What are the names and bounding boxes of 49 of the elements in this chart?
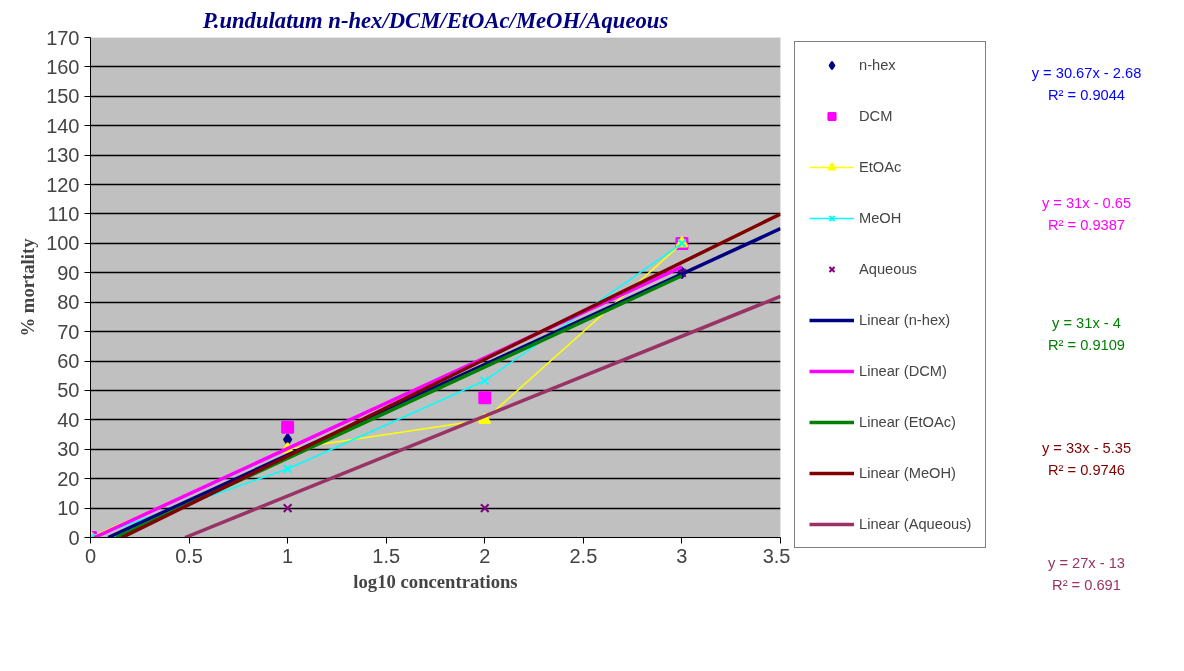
legend-label: Linear (MeOH) — [859, 465, 956, 481]
y-tick-label: 10 — [57, 497, 80, 520]
legend-label: Linear (n-hex) — [859, 312, 951, 328]
x-tick-label: 1.5 — [372, 544, 401, 567]
legend-label: Aqueous — [859, 261, 918, 277]
legend-label: DCM — [859, 108, 894, 124]
y-tick-label: 160 — [46, 55, 80, 78]
text: y = 27x - 13 — [1048, 554, 1126, 571]
text: y = 30.67x - 2.68 — [1031, 64, 1142, 81]
y-tick-label: 50 — [57, 379, 80, 402]
y-tick-label: 170 — [46, 26, 80, 49]
x-tick-label: 2 — [479, 544, 491, 567]
x-tick-label: 3.5 — [762, 544, 791, 567]
x-tick-label: 1 — [282, 544, 294, 567]
text: R² = 0.9746 — [1048, 462, 1125, 478]
y-tick-label: 90 — [57, 261, 80, 284]
legend-label: Linear (Aqueous) — [859, 516, 972, 532]
x-tick-label: 0 — [84, 544, 97, 567]
y-tick-label: 20 — [57, 467, 80, 490]
legend-label: MeOH — [859, 210, 903, 226]
legend-label: Linear (DCM) — [859, 363, 948, 379]
y-tick-label: 30 — [57, 438, 80, 461]
y-tick-label: 80 — [57, 291, 80, 314]
chart-title: P.undulatum n-hex/DCM/EtOAc/MeOH/Aqueous — [201, 7, 669, 33]
y-tick-label: 70 — [57, 320, 80, 343]
y-tick-label: 40 — [57, 408, 80, 431]
text: R² = 0.9044 — [1048, 87, 1125, 103]
y-tick-label: 60 — [57, 350, 80, 373]
y-tick-label: 120 — [46, 173, 80, 196]
x-axis-title: log10 concentrations — [353, 570, 518, 592]
x-tick-label: 0.5 — [175, 544, 203, 567]
y-tick-label: 130 — [46, 144, 80, 167]
text: R² = 0.9387 — [1048, 217, 1125, 233]
y-tick-label: 110 — [47, 202, 80, 225]
x-tick-label: 3 — [676, 544, 688, 567]
text: y = 31x - 0.65 — [1041, 194, 1132, 211]
legend-label: n-hex — [859, 57, 897, 73]
y-axis-title: % mortality — [17, 237, 39, 337]
text: R² = 0.9109 — [1048, 337, 1125, 353]
y-tick-label: 0 — [68, 526, 80, 549]
y-tick-label: 150 — [46, 85, 80, 108]
legend-label: EtOAc — [859, 159, 903, 175]
x-tick-label: 2.5 — [569, 544, 598, 567]
text: y = 31x - 4 — [1052, 314, 1121, 331]
y-tick-label: 140 — [46, 114, 80, 137]
text: y = 33x - 5.35 — [1041, 439, 1132, 456]
legend-label: Linear (EtOAc) — [859, 414, 956, 430]
text: R² = 0.691 — [1052, 577, 1121, 593]
y-tick-label: 100 — [46, 232, 80, 255]
